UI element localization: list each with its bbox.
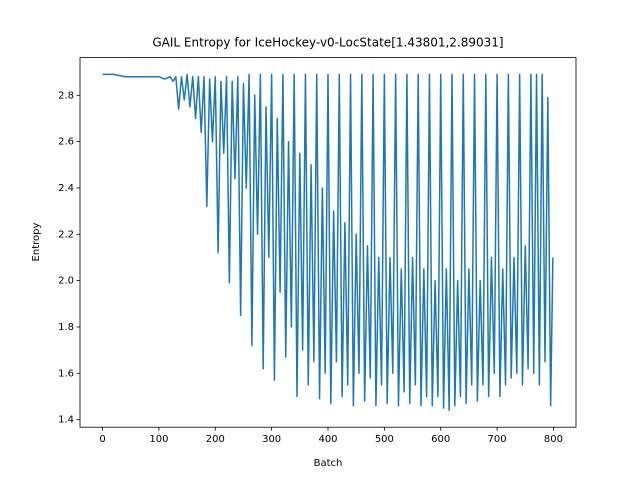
y-tick-label: 1.8 (58, 322, 74, 333)
x-tick-label: 100 (149, 434, 168, 445)
y-tick-label: 1.4 (58, 415, 74, 426)
y-tick-label: 2.6 (58, 137, 74, 148)
x-axis-label: Batch (314, 458, 343, 469)
x-tick-label: 700 (488, 434, 507, 445)
x-tick-label: 0 (99, 434, 105, 445)
x-tick-label: 600 (431, 434, 450, 445)
y-tick-label: 2.4 (58, 183, 74, 194)
y-tick-label: 2.8 (58, 90, 74, 101)
x-tick-label: 300 (262, 434, 281, 445)
x-tick-label: 400 (318, 434, 337, 445)
x-tick-label: 800 (544, 434, 563, 445)
plot-frame (79, 57, 577, 428)
y-axis-label: Entropy (31, 222, 42, 261)
y-tick-label: 2.2 (58, 229, 74, 240)
x-tick-label: 200 (206, 434, 225, 445)
x-tick-label: 500 (375, 434, 394, 445)
y-tick-label: 2.0 (58, 276, 74, 287)
line-series (102, 73, 554, 412)
y-tick-label: 1.6 (58, 368, 74, 379)
chart-title: GAIL Entropy for IceHockey-v0-LocState[1… (152, 36, 503, 50)
